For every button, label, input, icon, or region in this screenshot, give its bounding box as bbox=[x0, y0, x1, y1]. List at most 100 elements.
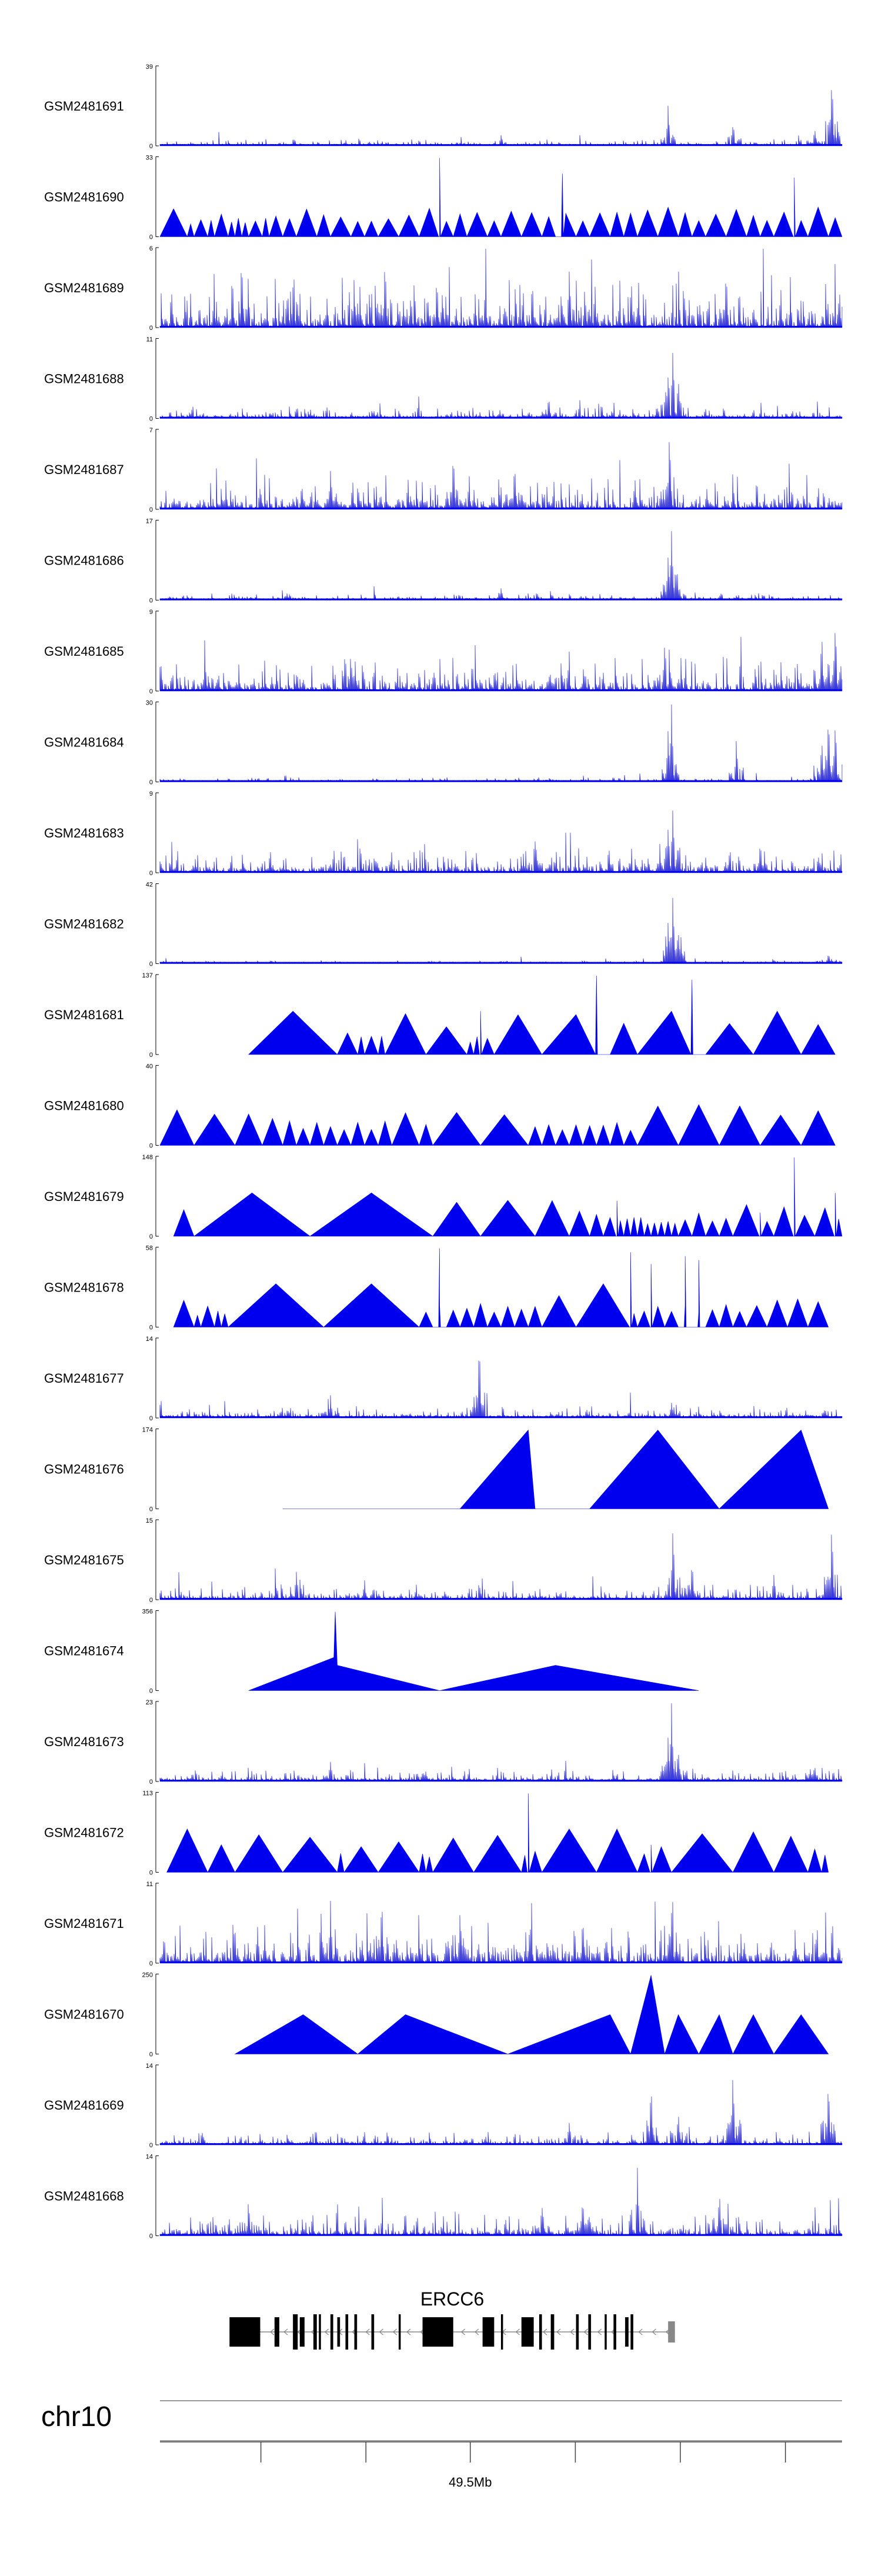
track-label: GSM2481677 bbox=[44, 1371, 124, 1386]
track-GSM2481668: GSM2481668 14 0 bbox=[44, 2154, 843, 2240]
y-max-label: 42 bbox=[146, 882, 153, 889]
y-min-label: 0 bbox=[149, 2142, 153, 2149]
y-min-label: 0 bbox=[149, 779, 153, 786]
strand-arrow-icon bbox=[406, 2328, 411, 2335]
y-min-label: 0 bbox=[149, 1870, 153, 1877]
track-GSM2481671: GSM2481671 11 0 bbox=[44, 1881, 843, 1967]
y-min-label: 0 bbox=[149, 1052, 153, 1059]
track-label: GSM2481684 bbox=[44, 735, 124, 750]
gene-exon bbox=[319, 2314, 321, 2350]
signal-area bbox=[282, 1429, 829, 1509]
gene-exon bbox=[313, 2314, 317, 2350]
gene-exon bbox=[668, 2321, 675, 2343]
strand-arrow-icon bbox=[570, 2328, 574, 2335]
y-min-label: 0 bbox=[149, 1415, 153, 1422]
strand-arrow-icon bbox=[392, 2328, 397, 2335]
signal-area bbox=[159, 2080, 843, 2145]
signal-area bbox=[159, 1533, 843, 1600]
signal-area bbox=[248, 1611, 699, 1691]
y-min-label: 0 bbox=[149, 1233, 153, 1240]
gene-exon bbox=[539, 2314, 542, 2350]
track-GSM2481674: GSM2481674 356 0 bbox=[44, 1609, 699, 1695]
gene-exon bbox=[630, 2314, 634, 2350]
track-GSM2481675: GSM2481675 15 0 bbox=[44, 1517, 843, 1604]
track-label: GSM2481673 bbox=[44, 1734, 124, 1749]
y-min-label: 0 bbox=[149, 325, 153, 332]
chromosome-ideogram: chr10 bbox=[41, 2400, 842, 2441]
signal-area bbox=[159, 248, 843, 328]
track-label: GSM2481668 bbox=[44, 2189, 124, 2204]
signal-area bbox=[159, 633, 843, 692]
gene-exon bbox=[299, 2317, 305, 2347]
signal-area bbox=[159, 1900, 843, 1964]
track-label: GSM2481687 bbox=[44, 462, 124, 477]
track-GSM2481689: GSM2481689 6 0 bbox=[44, 245, 843, 332]
track-GSM2481672: GSM2481672 113 0 bbox=[44, 1790, 829, 1877]
signal-area bbox=[159, 353, 843, 419]
signal-tracks: GSM2481691390GSM2481690330GSM248168960GS… bbox=[44, 64, 843, 2240]
y-min-label: 0 bbox=[149, 1506, 153, 1513]
strand-arrow-icon bbox=[460, 2328, 466, 2335]
strand-arrow-icon bbox=[324, 2328, 329, 2335]
track-GSM2481683: GSM2481683 9 0 bbox=[44, 790, 843, 877]
y-max-label: 23 bbox=[146, 1699, 153, 1706]
signal-area bbox=[159, 531, 843, 600]
y-min-label: 0 bbox=[149, 1597, 153, 1604]
track-label: GSM2481670 bbox=[44, 2007, 124, 2022]
track-GSM2481685: GSM2481685 9 0 bbox=[44, 609, 843, 695]
track-GSM2481691: GSM2481691 39 0 bbox=[44, 64, 843, 150]
y-min-label: 0 bbox=[149, 143, 153, 150]
gene-exon bbox=[330, 2314, 333, 2350]
y-min-label: 0 bbox=[149, 1324, 153, 1332]
strand-arrow-icon bbox=[474, 2328, 479, 2335]
y-max-label: 14 bbox=[146, 2154, 153, 2161]
signal-area bbox=[166, 1793, 829, 1873]
y-min-label: 0 bbox=[149, 1143, 153, 1150]
y-min-label: 0 bbox=[149, 688, 153, 695]
axis-position-label: 49.5Mb bbox=[449, 2475, 492, 2490]
gene-exon bbox=[255, 2317, 260, 2347]
y-max-label: 113 bbox=[142, 1790, 153, 1797]
track-GSM2481682: GSM2481682 42 0 bbox=[44, 882, 843, 968]
gene-exon bbox=[229, 2317, 259, 2347]
y-min-label: 0 bbox=[149, 1960, 153, 1967]
track-GSM2481688: GSM2481688 11 0 bbox=[44, 336, 843, 423]
gene-exon bbox=[625, 2317, 629, 2347]
signal-area bbox=[159, 442, 843, 510]
y-max-label: 7 bbox=[149, 427, 153, 434]
y-max-label: 148 bbox=[142, 1154, 153, 1161]
y-max-label: 11 bbox=[146, 1881, 153, 1888]
track-GSM2481676: GSM2481676 174 0 bbox=[44, 1427, 829, 1513]
signal-area bbox=[159, 2167, 843, 2236]
y-max-label: 9 bbox=[149, 790, 153, 798]
y-max-label: 356 bbox=[142, 1609, 153, 1616]
strand-arrow-icon bbox=[283, 2328, 288, 2335]
gene-exon bbox=[293, 2314, 298, 2350]
gene-exon bbox=[371, 2314, 375, 2350]
y-min-label: 0 bbox=[149, 416, 153, 423]
track-GSM2481690: GSM2481690 33 0 bbox=[44, 155, 843, 241]
track-label: GSM2481678 bbox=[44, 1280, 124, 1295]
track-GSM2481680: GSM2481680 40 0 bbox=[44, 1063, 836, 1150]
signal-area bbox=[234, 1975, 829, 2055]
signal-area bbox=[159, 704, 843, 782]
y-min-label: 0 bbox=[149, 870, 153, 877]
y-max-label: 14 bbox=[146, 1336, 153, 1343]
track-label: GSM2481691 bbox=[44, 99, 124, 114]
signal-area bbox=[248, 975, 836, 1056]
gene-exon bbox=[588, 2314, 592, 2350]
track-label: GSM2481680 bbox=[44, 1099, 124, 1113]
y-max-label: 9 bbox=[149, 609, 153, 616]
strand-arrow-icon bbox=[365, 2328, 370, 2335]
gene-track: ERCC6 bbox=[229, 2288, 675, 2350]
gene-exon bbox=[354, 2314, 358, 2350]
gene-exon bbox=[274, 2317, 279, 2347]
y-max-label: 58 bbox=[146, 1245, 153, 1252]
y-max-label: 174 bbox=[142, 1427, 153, 1434]
gene-exon bbox=[399, 2314, 401, 2350]
gene-exon bbox=[550, 2314, 554, 2350]
signal-area bbox=[159, 1360, 843, 1419]
track-label: GSM2481675 bbox=[44, 1553, 124, 1567]
track-label: GSM2481682 bbox=[44, 917, 124, 932]
